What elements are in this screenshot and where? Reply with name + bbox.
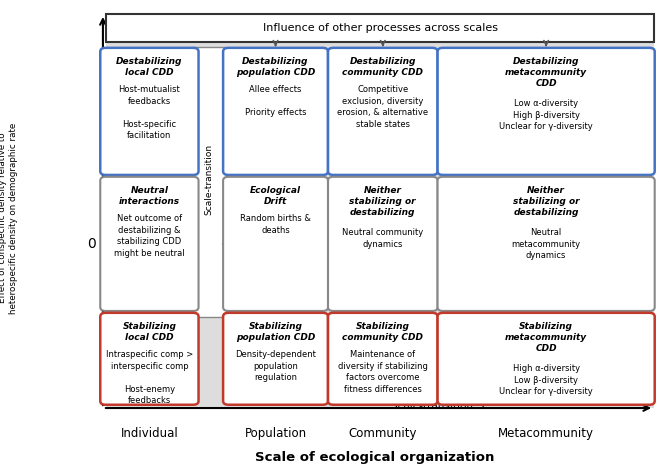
Text: Competitive
exclusion, diversity
erosion, & alternative
stable states: Competitive exclusion, diversity erosion… (337, 85, 428, 129)
Text: Random births &
deaths: Random births & deaths (240, 214, 311, 235)
FancyBboxPatch shape (328, 313, 438, 405)
Text: Maintenance of
diversity if stabilizing
factors overcome
fitness differences: Maintenance of diversity if stabilizing … (338, 350, 428, 393)
FancyBboxPatch shape (223, 313, 328, 405)
Text: Stabilizing
local CDD: Stabilizing local CDD (122, 322, 177, 342)
Text: Net outcome of
destabilizing &
stabilizing CDD
might be neutral: Net outcome of destabilizing & stabilizi… (114, 214, 185, 257)
FancyBboxPatch shape (223, 48, 328, 175)
Text: Scale-transition →: Scale-transition → (391, 401, 485, 411)
Text: Destabilizing
local CDD: Destabilizing local CDD (116, 57, 183, 77)
Text: Destabilizing
population CDD: Destabilizing population CDD (236, 57, 315, 77)
Text: Intraspecific comp >
interspecific comp

Host-enemy
feedbacks: Intraspecific comp > interspecific comp … (106, 350, 193, 405)
FancyBboxPatch shape (223, 177, 328, 311)
Text: Effect of conspecific density relative to
heterospecific density on demographic : Effect of conspecific density relative t… (0, 122, 18, 314)
FancyBboxPatch shape (106, 42, 654, 408)
FancyBboxPatch shape (100, 177, 199, 311)
Text: Low α-diversity
High β-diversity
Unclear for γ-diversity: Low α-diversity High β-diversity Unclear… (499, 99, 593, 131)
Text: Scale-transition: Scale-transition (205, 144, 214, 215)
Text: Scale of ecological organization: Scale of ecological organization (256, 451, 495, 464)
Text: Destabilizing
metacommunity
CDD: Destabilizing metacommunity CDD (505, 57, 587, 89)
FancyBboxPatch shape (328, 177, 438, 311)
Text: Neither
stabilizing or
destabilizing: Neither stabilizing or destabilizing (513, 186, 580, 218)
Text: Community: Community (349, 427, 417, 440)
Text: Neutral
metacommunity
dynamics: Neutral metacommunity dynamics (511, 228, 581, 260)
Text: High α-diversity
Low β-diversity
Unclear for γ-diversity: High α-diversity Low β-diversity Unclear… (499, 364, 593, 396)
Text: Neither
stabilizing or
destabilizing: Neither stabilizing or destabilizing (349, 186, 416, 218)
Text: Neutral community
dynamics: Neutral community dynamics (342, 228, 424, 249)
FancyBboxPatch shape (438, 48, 655, 175)
Text: Stabilizing
metacommunity
CDD: Stabilizing metacommunity CDD (505, 322, 587, 354)
FancyBboxPatch shape (106, 14, 654, 42)
Text: Allee effects

Priority effects: Allee effects Priority effects (245, 85, 306, 117)
Text: Population: Population (244, 427, 307, 440)
Text: 0: 0 (88, 237, 96, 251)
Text: Stabilizing
community CDD: Stabilizing community CDD (343, 322, 423, 342)
Text: Neutral
interactions: Neutral interactions (119, 186, 180, 206)
FancyBboxPatch shape (328, 48, 438, 175)
Text: Influence of other processes across scales: Influence of other processes across scal… (263, 23, 497, 33)
FancyBboxPatch shape (100, 313, 199, 405)
Text: Stabilizing
population CDD: Stabilizing population CDD (236, 322, 315, 342)
Text: Metacommunity: Metacommunity (498, 427, 594, 440)
FancyBboxPatch shape (438, 177, 655, 311)
FancyBboxPatch shape (438, 313, 655, 405)
Text: Host-mutualist
feedbacks

Host-specific
facilitation: Host-mutualist feedbacks Host-specific f… (119, 85, 180, 140)
Text: Ecological
Drift: Ecological Drift (250, 186, 301, 206)
Text: Individual: Individual (121, 427, 178, 440)
Text: Density-dependent
population
regulation: Density-dependent population regulation (235, 350, 316, 382)
Text: Destabilizing
community CDD: Destabilizing community CDD (343, 57, 423, 77)
FancyBboxPatch shape (100, 48, 199, 175)
FancyBboxPatch shape (193, 47, 226, 317)
